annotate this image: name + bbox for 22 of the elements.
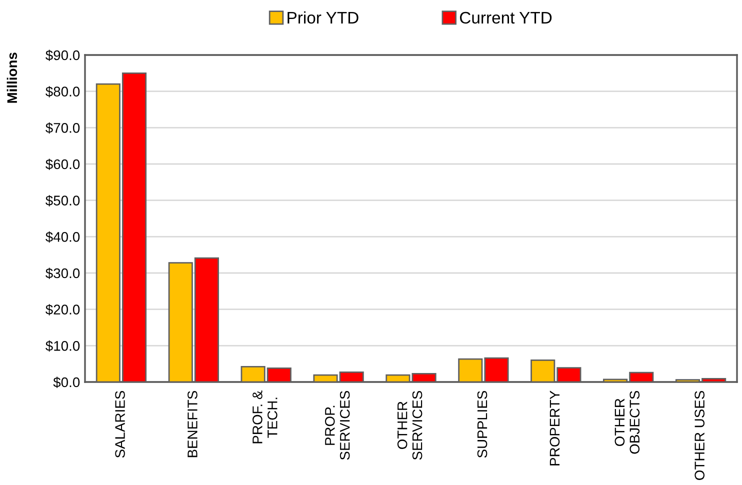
x-tick-label: OTHER SERVICES — [397, 390, 422, 460]
y-tick-label: $0.0 — [53, 376, 80, 388]
y-axis-title: Millions — [6, 52, 18, 103]
y-tick-label: $60.0 — [46, 158, 80, 170]
y-tick-label: $50.0 — [46, 195, 80, 206]
x-tick-label: OTHER OBJECTS — [614, 390, 640, 454]
x-tick-label: BENEFITS — [188, 390, 198, 458]
x-tick-label: PROPERTY — [550, 390, 560, 466]
x-tick-label: OTHER USES — [694, 390, 705, 480]
x-tick-label: SUPPLIES — [477, 390, 488, 458]
y-tick-label: $10.0 — [46, 340, 80, 352]
x-tick-label: PROP. SERVICES — [324, 390, 350, 460]
y-tick-label: $80.0 — [46, 86, 80, 98]
x-tick-label: PROF. & TECH. — [252, 390, 278, 444]
x-tick-label: SALARIES — [115, 390, 125, 458]
y-tick-label: $20.0 — [46, 304, 80, 316]
y-tick-label: $40.0 — [46, 231, 80, 243]
y-tick-label: $90.0 — [46, 50, 80, 61]
legend-label: Current YTD — [460, 12, 552, 24]
y-tick-label: $30.0 — [46, 268, 80, 279]
legend-label: Prior YTD — [288, 11, 358, 24]
y-tick-label: $70.0 — [46, 122, 80, 134]
